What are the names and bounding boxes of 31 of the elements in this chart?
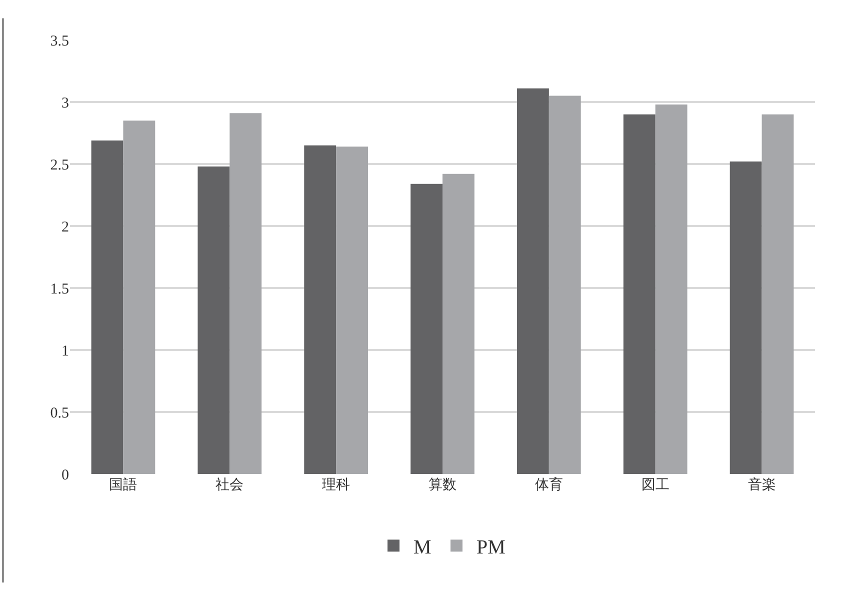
legend-label: M — [414, 536, 432, 558]
x-tick-label: 図工 — [641, 477, 670, 493]
y-tick-label: 0.5 — [50, 405, 69, 422]
y-tick-label: 0 — [62, 467, 69, 484]
y-tick-label: 2 — [62, 219, 69, 236]
bar — [623, 114, 656, 474]
x-tick-label: 音楽 — [748, 477, 776, 493]
bar — [91, 140, 124, 474]
bar — [655, 104, 688, 474]
y-tick-label: 1.5 — [50, 281, 69, 298]
bar — [762, 114, 794, 474]
bar — [548, 96, 581, 474]
x-tick-label: 算数 — [428, 477, 456, 493]
bar — [410, 184, 442, 474]
bar — [336, 146, 368, 474]
x-tick-label: 理科 — [322, 477, 350, 493]
y-tick-label: 3.5 — [50, 33, 69, 50]
y-tick-label: 1 — [62, 343, 69, 360]
bar — [730, 162, 762, 474]
legend-label: PM — [476, 536, 506, 558]
bar — [230, 113, 262, 474]
bar — [442, 174, 474, 474]
bar — [123, 120, 156, 474]
x-tick-label: 社会 — [216, 477, 244, 493]
bar — [198, 166, 230, 474]
bar — [304, 145, 336, 474]
x-tick-label: 体育 — [534, 476, 563, 493]
bar — [517, 88, 549, 474]
y-tick-label: 3 — [62, 95, 69, 112]
y-tick-label: 2.5 — [50, 157, 69, 174]
x-tick-label: 国語 — [109, 477, 138, 493]
